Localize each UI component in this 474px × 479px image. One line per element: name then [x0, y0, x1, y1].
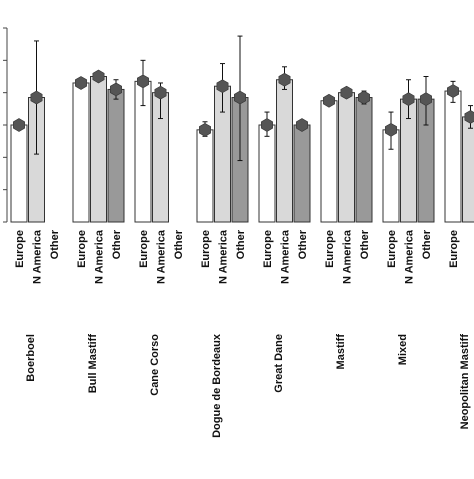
data-point-marker	[358, 91, 369, 104]
x-tick-label: Other	[49, 229, 61, 259]
bar	[321, 101, 337, 222]
x-tick-label: Europe	[386, 230, 398, 268]
x-tick-label: Other	[235, 229, 247, 259]
data-point-marker	[403, 93, 414, 106]
bar	[11, 125, 27, 222]
bar	[197, 130, 213, 222]
data-point-marker	[110, 83, 121, 96]
group-label: Bull Mastiff	[87, 334, 99, 394]
x-tick-label: N America	[342, 229, 354, 284]
x-tick-label: Other	[111, 229, 123, 259]
x-tick-label: Europe	[14, 230, 26, 268]
data-point-marker	[385, 123, 396, 136]
x-tick-label: Other	[359, 229, 371, 259]
data-point-marker	[93, 70, 104, 83]
bar	[73, 83, 89, 222]
x-tick-label: Europe	[76, 230, 88, 268]
data-point-marker	[137, 75, 148, 88]
data-point-marker	[323, 94, 334, 107]
data-point-marker	[155, 86, 166, 99]
x-tick-label: N America	[404, 229, 416, 284]
data-point-marker	[199, 123, 210, 136]
group-label: Great Dane	[273, 334, 285, 393]
x-tick-label: N America	[218, 229, 230, 284]
data-point-marker	[31, 91, 42, 104]
x-tick-label: Europe	[138, 230, 150, 268]
data-point-marker	[279, 73, 290, 86]
group-label: Cane Corso	[149, 334, 161, 396]
bar	[108, 89, 124, 222]
bar	[294, 125, 310, 222]
x-tick-label: N America	[156, 229, 168, 284]
group-label: Mastiff	[335, 334, 347, 370]
group-label: Boerboel	[25, 334, 37, 382]
group-label: Neopolitan Mastiff	[459, 334, 471, 430]
data-point-marker	[234, 91, 245, 104]
data-point-marker	[217, 80, 228, 93]
bar	[277, 80, 293, 222]
bar	[356, 98, 372, 222]
x-tick-label: N America	[280, 229, 292, 284]
data-point-marker	[75, 76, 86, 89]
bar	[259, 125, 275, 222]
x-tick-label: Other	[421, 229, 433, 259]
x-tick-label: N America	[94, 229, 106, 284]
data-point-marker	[261, 119, 272, 132]
bar	[339, 93, 355, 222]
data-point-marker	[341, 86, 352, 99]
bar	[445, 91, 461, 222]
data-point-marker	[447, 85, 458, 98]
group-label: Mixed	[397, 334, 409, 365]
bar	[463, 117, 474, 222]
x-tick-label: N America	[32, 229, 44, 284]
x-tick-label: Europe	[448, 230, 460, 268]
x-tick-label: Other	[173, 229, 185, 259]
x-tick-label: Other	[297, 229, 309, 259]
data-point-marker	[13, 119, 24, 132]
data-point-marker	[296, 119, 307, 132]
x-tick-label: Europe	[324, 230, 336, 268]
group-label: Dogue de Bordeaux	[211, 333, 223, 438]
bar	[91, 77, 107, 223]
x-tick-label: Europe	[200, 230, 212, 268]
data-point-marker	[420, 93, 431, 106]
x-tick-label: Europe	[262, 230, 274, 268]
